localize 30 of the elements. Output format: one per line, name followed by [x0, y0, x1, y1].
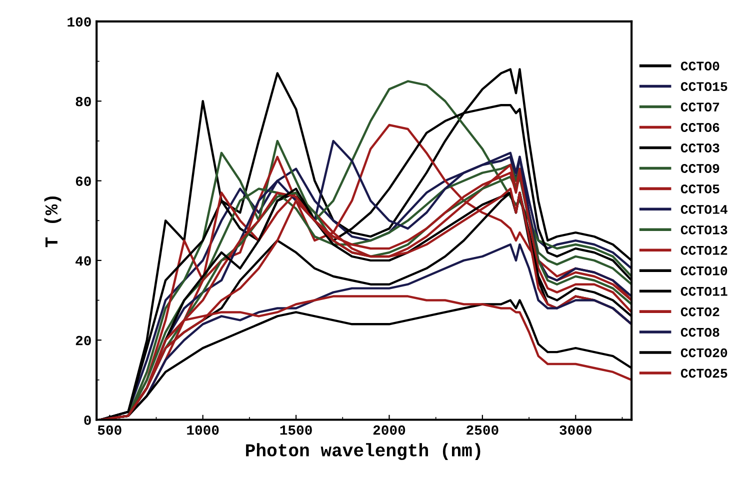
x-tick-label: 3000 — [560, 425, 592, 435]
y-axis-title: T (%) — [44, 196, 62, 248]
legend-label: CCTO7 — [680, 102, 720, 112]
y-tick-label: 80 — [76, 96, 91, 106]
legend-label: CCTO2 — [680, 307, 720, 316]
y-tick-label: 100 — [68, 17, 91, 27]
x-tick-label: 2500 — [466, 425, 498, 435]
legend-label: CCTO6 — [680, 123, 720, 132]
legend-label: CCTO25 — [680, 368, 728, 378]
legend-label: CCTO15 — [680, 82, 728, 92]
legend-label: CCTO5 — [680, 184, 720, 194]
x-tick-label: 1500 — [280, 425, 312, 435]
legend-label: CCTO14 — [680, 204, 728, 214]
legend-label: CCTO0 — [680, 62, 720, 71]
legend-label: CCTO20 — [680, 348, 728, 358]
x-axis-title: Photon wavelength (nm) — [246, 443, 480, 460]
x-tick-label: 500 — [98, 425, 122, 435]
legend-label: CCTO10 — [680, 266, 728, 276]
legend-label: CCTO13 — [680, 225, 728, 234]
y-tick-label: 20 — [76, 336, 91, 346]
y-tick-label: 40 — [76, 256, 91, 266]
legend-label: CCTO9 — [680, 164, 720, 173]
x-tick-label: 1000 — [187, 425, 219, 435]
legend-label: CCTO11 — [680, 286, 728, 296]
y-tick-label: 0 — [84, 416, 91, 425]
x-tick-label: 2000 — [373, 425, 406, 435]
legend-label: CCTO3 — [680, 144, 720, 152]
legend-label: CCTO8 — [680, 328, 720, 337]
legend-label: CCTO12 — [680, 246, 728, 255]
y-tick-label: 60 — [76, 176, 91, 186]
